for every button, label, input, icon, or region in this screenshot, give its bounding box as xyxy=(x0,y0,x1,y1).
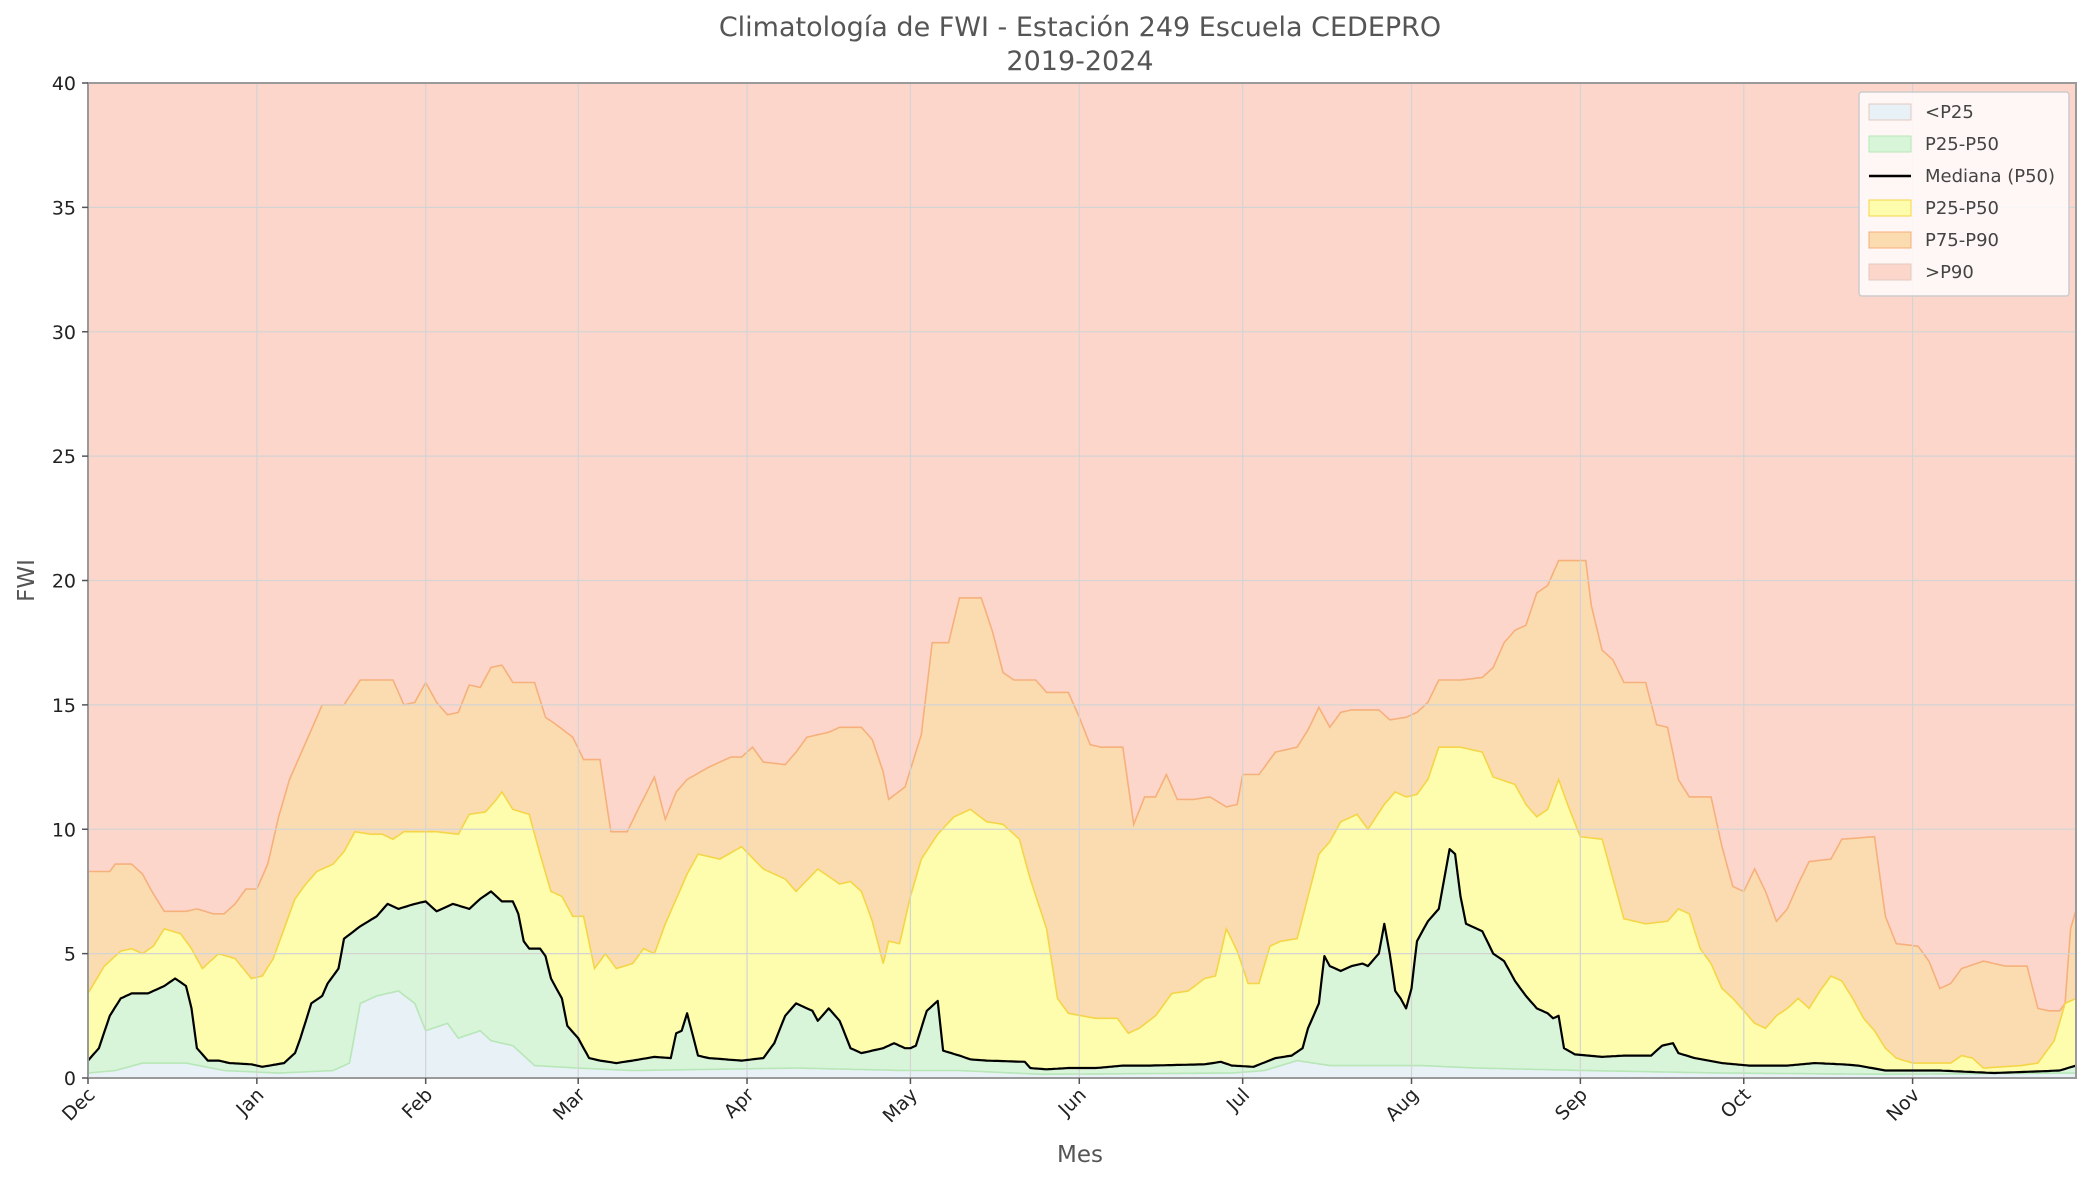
area-p25-p50 xyxy=(88,849,2076,1075)
x-tick-label: Jul xyxy=(1222,1084,1254,1116)
x-tick-label: Feb xyxy=(398,1084,437,1123)
area-p75-p90 xyxy=(88,560,2076,1068)
legend-swatch-p25-p50 xyxy=(1868,135,1912,153)
x-tick-label: Jan xyxy=(231,1084,268,1121)
x-axis-label: Mes xyxy=(1057,1142,1103,1168)
x-tick-label: Apr xyxy=(720,1084,759,1123)
x-tick-label: Nov xyxy=(1882,1084,1924,1126)
x-tick-label: Sep xyxy=(1551,1084,1592,1125)
median-line xyxy=(87,848,2077,1075)
legend-swatch-p75-p90 xyxy=(1868,231,1912,249)
y-tick-label: 10 xyxy=(52,819,76,841)
chart-title: Climatología de FWI - Estación 249 Escue… xyxy=(719,12,1441,43)
y-tick-label: 35 xyxy=(52,197,76,219)
y-tick-label: 20 xyxy=(52,571,76,593)
area-p75-p90-edge xyxy=(88,559,2077,1012)
x-tick-label: Aug xyxy=(1381,1084,1423,1126)
y-tick-label: 5 xyxy=(64,944,76,966)
x-tick-label: Oct xyxy=(1717,1084,1756,1123)
legend-swatch-gt-p90 xyxy=(1868,263,1912,281)
y-tick-label: 25 xyxy=(52,446,76,468)
x-tick-label: Jun xyxy=(1054,1084,1091,1121)
x-tick-label: Mar xyxy=(549,1084,590,1125)
y-tick-label: 40 xyxy=(52,73,76,95)
legend: <P25 P25-P50 Mediana (P50) P25-P50 P75-P90 >P… xyxy=(1858,91,2070,297)
area-p50-p75 xyxy=(88,747,2076,1073)
x-tick-label: Dec xyxy=(58,1084,100,1126)
y-tick-label: 15 xyxy=(52,695,76,717)
legend-label: >P90 xyxy=(1925,262,1974,283)
legend-swatch-lt-p25 xyxy=(1868,103,1912,121)
area-below-p25-edge xyxy=(87,990,2076,1076)
area-p50-p75-edge xyxy=(87,746,2077,1069)
legend-label: P25-P50 xyxy=(1925,134,1999,155)
legend-label: P25-P50 xyxy=(1925,198,1999,219)
y-axis-label: FWI xyxy=(14,559,40,602)
legend-label: P75-P90 xyxy=(1925,230,1999,251)
y-tick-label: 30 xyxy=(52,322,76,344)
legend-swatch-p50-p75 xyxy=(1868,199,1912,217)
legend-label: Mediana (P50) xyxy=(1925,166,2055,187)
y-tick-label: 0 xyxy=(64,1068,76,1090)
x-tick-label: May xyxy=(879,1084,922,1127)
chart-subtitle: 2019-2024 xyxy=(1006,46,1153,77)
legend-label: <P25 xyxy=(1925,102,1974,123)
